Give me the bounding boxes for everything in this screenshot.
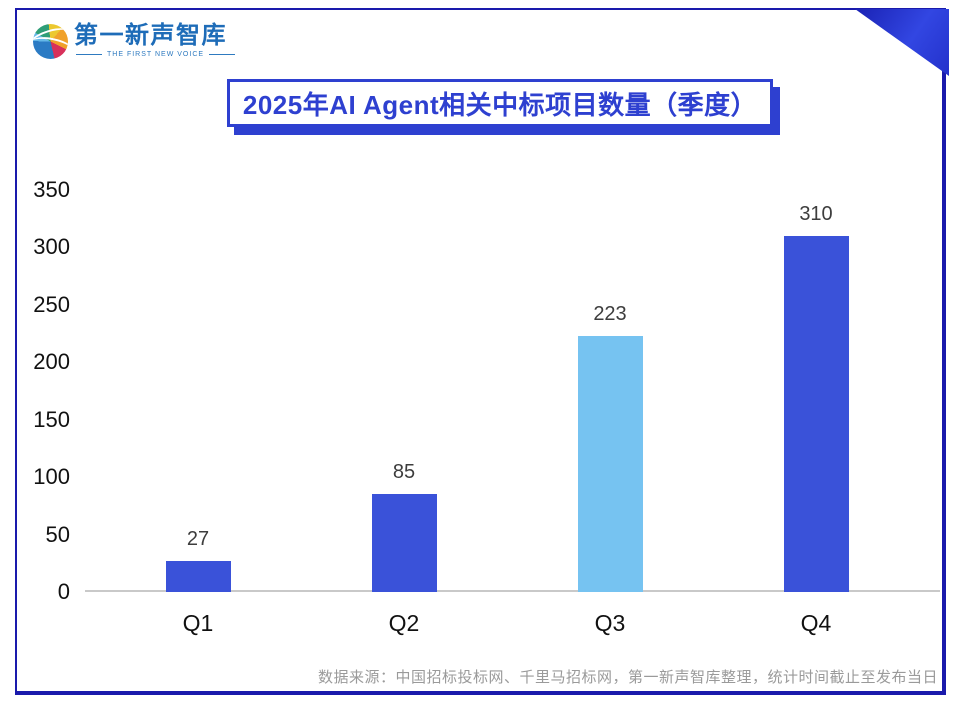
y-axis-tick-label: 250 xyxy=(33,291,70,317)
y-axis-tick-label: 50 xyxy=(45,521,70,547)
x-axis-line xyxy=(85,590,940,592)
logo-name: 第一新声智库 xyxy=(74,22,227,49)
data-source-note: 数据来源：中国招标投标网、千里马招标网，第一新声智库整理，统计时间截止至发布当日 xyxy=(317,669,938,686)
bar-q3 xyxy=(577,336,643,592)
bar-value-label-q4: 310 xyxy=(799,203,833,225)
y-axis-tick-label: 150 xyxy=(33,406,70,432)
y-axis-tick-label: 100 xyxy=(33,464,70,490)
logo-tagline: THE FIRST NEW VOICE xyxy=(74,51,236,58)
tagline-text: THE FIRST NEW VOICE xyxy=(107,51,205,58)
bar-q1 xyxy=(165,561,231,592)
chart-title: 2025年AI Agent相关中标项目数量（季度） xyxy=(242,89,758,120)
bar-value-label-q2: 85 xyxy=(392,461,416,483)
chart-title-box: 2025年AI Agent相关中标项目数量（季度） xyxy=(227,79,773,127)
y-axis-tick-label: 350 xyxy=(33,177,70,202)
y-axis-tick-label: 300 xyxy=(33,234,70,260)
x-axis-category-label-q3: Q3 xyxy=(594,610,626,636)
logo-text-block: 第一新声智库 THE FIRST NEW VOICE xyxy=(74,22,236,58)
bar-q4 xyxy=(783,236,849,592)
y-axis-tick-label: 200 xyxy=(33,349,70,375)
y-axis-tick-label: 0 xyxy=(57,579,70,604)
brand-logo: 第一新声智库 THE FIRST NEW VOICE xyxy=(33,22,236,59)
x-axis-category-label-q2: Q2 xyxy=(388,610,420,636)
x-axis-category-label-q4: Q4 xyxy=(800,610,832,636)
bar-value-label-q1: 27 xyxy=(186,528,210,550)
tagline-dash-left xyxy=(76,54,102,55)
logo-sphere-icon xyxy=(33,24,68,59)
tagline-dash-right xyxy=(209,54,236,55)
bar-value-label-q3: 223 xyxy=(593,303,627,325)
x-axis-category-label-q1: Q1 xyxy=(182,610,214,636)
bar-q2 xyxy=(371,494,437,592)
